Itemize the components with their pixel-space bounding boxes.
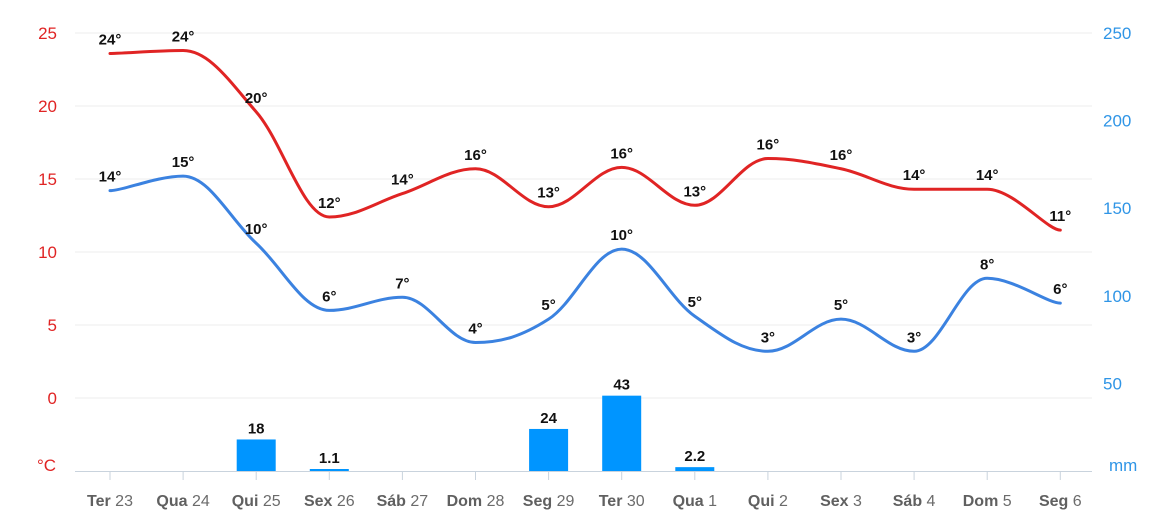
min-temp-label: 5°	[834, 297, 848, 314]
x-tick-label: Ter 30	[599, 493, 645, 510]
y-right-tick: 150	[1103, 199, 1131, 218]
y-right-tick: 50	[1103, 374, 1122, 393]
axes: 0 5 10 15 20 25 °C 50 100 150 200 250 mm Ter 23 Qua 24…	[37, 24, 1137, 510]
precipitation-bars	[236, 395, 715, 471]
y-right-tick: 250	[1103, 24, 1131, 43]
precip-label: 43	[613, 377, 630, 394]
min-temp-label: 6°	[322, 288, 336, 305]
x-tick-label: Qua 24	[156, 493, 209, 510]
min-temp-line	[108, 174, 1062, 353]
min-temp-label: 6°	[1053, 281, 1067, 298]
x-tick-label: Sex 26	[304, 493, 355, 510]
max-temp-label: 24°	[99, 31, 122, 48]
precip-label: 24	[540, 410, 557, 427]
y-left-tick: 25	[38, 24, 57, 43]
data-labels: 18 1.1 24 43 2.2 24° 24° 20° 12° 14° 16° 13° 16° 13° 1…	[99, 29, 1072, 467]
min-temp-label: 8°	[980, 256, 994, 273]
max-temp-label: 11°	[1049, 208, 1071, 225]
max-temp-label: 20°	[245, 90, 268, 107]
min-temp-label: 10°	[245, 221, 268, 238]
precip-bar	[602, 395, 642, 471]
x-tick-label: Dom 5	[963, 493, 1012, 510]
precip-bar	[529, 428, 569, 471]
x-tick-label: Sáb 4	[893, 493, 936, 510]
y-left-tick: 20	[38, 97, 57, 116]
max-temp-label: 13°	[683, 183, 706, 200]
x-tick-label: Ter 23	[87, 493, 133, 510]
y-right-unit: mm	[1109, 456, 1137, 475]
x-tick-label: Sex 3	[820, 493, 862, 510]
min-temp-label: 5°	[688, 294, 702, 311]
temperature-lines	[108, 49, 1062, 353]
min-temp-label: 15°	[172, 154, 195, 171]
min-temp-label: 3°	[907, 329, 921, 346]
precip-bar	[236, 439, 276, 471]
gridlines	[75, 32, 1092, 399]
max-temp-label: 13°	[537, 185, 560, 202]
max-temp-label: 16°	[464, 147, 487, 164]
min-temp-label: 7°	[395, 275, 409, 292]
x-tick-label: Seg 6	[1039, 493, 1082, 510]
min-temp-label: 10°	[610, 227, 633, 244]
max-temp-label: 16°	[757, 137, 780, 154]
y-left-tick: 15	[38, 170, 57, 189]
max-temp-label: 16°	[610, 145, 633, 162]
max-temp-label: 14°	[903, 167, 926, 184]
y-left-unit: °C	[37, 456, 56, 475]
y-left-tick: 5	[48, 316, 57, 335]
x-tick-label: Qua 1	[673, 493, 718, 510]
max-temp-line	[108, 49, 1062, 232]
max-temp-label: 12°	[318, 195, 341, 212]
y-left-tick: 10	[38, 243, 57, 262]
y-left-tick: 0	[48, 389, 57, 408]
x-tick-label: Qui 2	[748, 493, 788, 510]
max-temp-label: 24°	[172, 29, 195, 46]
y-right-tick: 200	[1103, 112, 1131, 131]
min-temp-label: 14°	[99, 169, 122, 186]
max-temp-label: 14°	[976, 167, 999, 184]
precip-bar	[309, 469, 349, 471]
x-tick-label: Dom 28	[447, 493, 505, 510]
max-temp-label: 14°	[391, 172, 414, 189]
min-temp-label: 3°	[761, 329, 775, 346]
min-temp-label: 5°	[541, 297, 555, 314]
x-tick-label: Sáb 27	[377, 493, 429, 510]
x-tick-label: Seg 29	[523, 493, 575, 510]
y-right-tick: 100	[1103, 287, 1131, 306]
precip-label: 18	[248, 420, 265, 437]
x-tick-label: Qui 25	[232, 493, 281, 510]
min-temp-label: 4°	[468, 321, 482, 338]
precip-label: 1.1	[319, 450, 340, 467]
precip-bar	[675, 467, 715, 471]
max-temp-label: 16°	[830, 147, 853, 164]
precip-label: 2.2	[684, 448, 705, 465]
